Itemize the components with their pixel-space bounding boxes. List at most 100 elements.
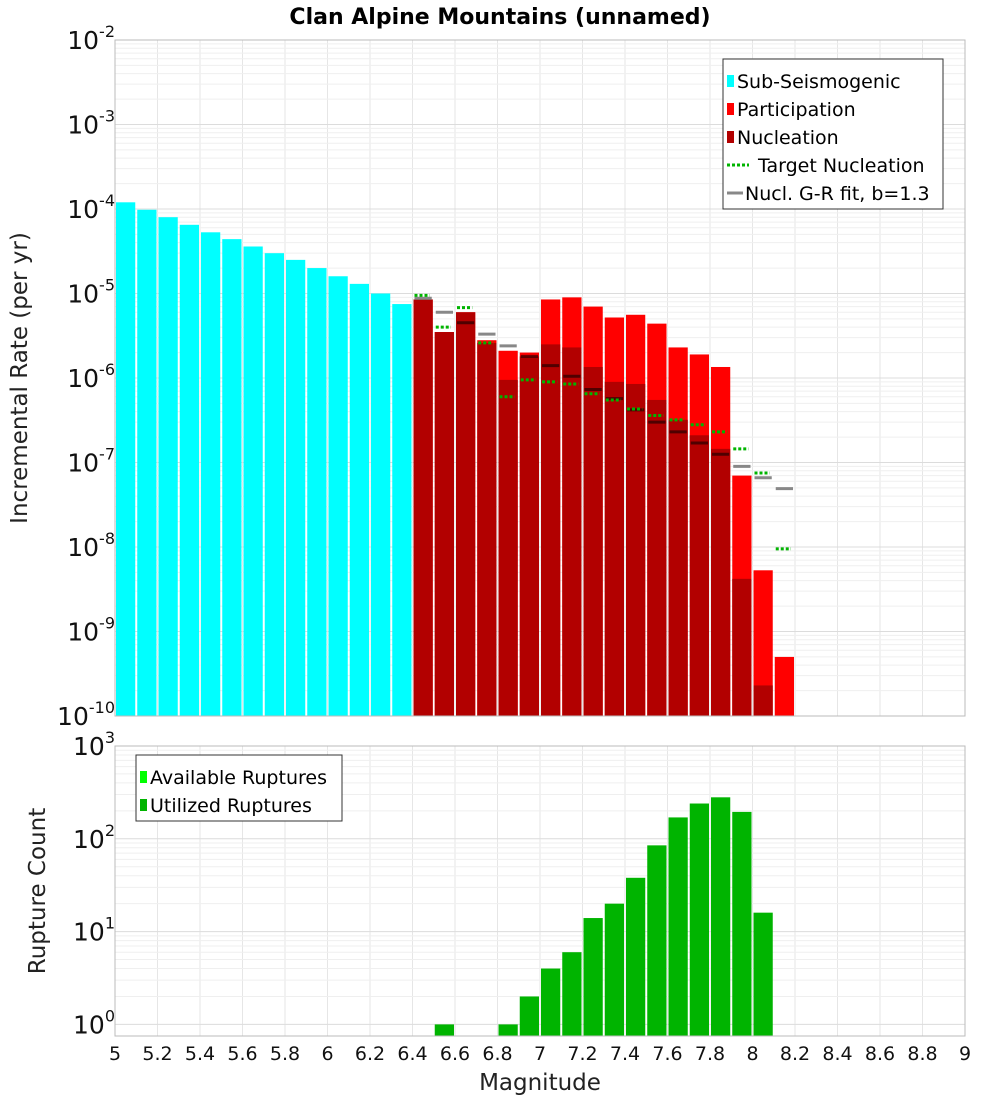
count-plot-bars [434, 797, 773, 1036]
y-tick-label: 10-10 [57, 698, 115, 731]
legend-swatch [140, 771, 147, 783]
rate-legend-box [722, 58, 944, 210]
legend-swatch [727, 131, 734, 143]
nucleation-bar [753, 685, 773, 716]
utilized-ruptures-bar [753, 912, 773, 1036]
sub-seismogenic-bar [201, 232, 221, 716]
nucleation-bar [732, 578, 752, 716]
utilized-ruptures-bar [541, 968, 561, 1036]
utilized-ruptures-bar [519, 996, 539, 1036]
x-tick-label: 6.8 [482, 1043, 512, 1065]
rate-plot-lines [414, 293, 793, 551]
sub-seismogenic-bar [286, 259, 306, 716]
sub-seismogenic-bar [222, 239, 242, 717]
y-tick-label: 10-8 [67, 529, 115, 562]
count-y-axis-title: Rupture Count [25, 808, 51, 974]
y-tick-label: 101 [73, 914, 115, 947]
y-tick-label: 100 [73, 1006, 115, 1039]
utilized-ruptures-bar [732, 811, 752, 1036]
utilized-ruptures-bar [604, 903, 624, 1036]
x-tick-label: 5 [109, 1043, 121, 1065]
nucleation-bar [434, 332, 454, 716]
sub-seismogenic-bar [328, 276, 348, 716]
count-plot: 100 101 102 103 Rupture Count 5 5.2 5.4 5.6 5.8… [25, 728, 971, 1096]
y-tick-label: 102 [73, 821, 115, 854]
sub-seismogenic-bar [137, 209, 157, 716]
count-y-axis-ticks: 100 101 102 103 [73, 728, 115, 1039]
y-tick-label: 10-7 [67, 445, 115, 478]
nucleation-bar [413, 299, 433, 716]
sub-seismogenic-bar [264, 253, 284, 716]
utilized-ruptures-bar [626, 877, 646, 1036]
utilized-ruptures-bar [647, 845, 667, 1036]
utilized-ruptures-bar [434, 1024, 454, 1036]
nucleation-bar [456, 312, 476, 716]
chart-title: Clan Alpine Mountains (unnamed) [289, 5, 710, 30]
participation-bar [774, 656, 794, 716]
nucleation-bar [541, 344, 561, 716]
rate-y-axis-ticks: 10-10 10-9 10-8 10-7 10-6 10-5 10-4 10-3 10-2 [57, 22, 115, 731]
nucleation-bar [498, 379, 518, 716]
legend-label: Nucleation [737, 127, 839, 149]
legend-label: Nucl. G-R fit, b=1.3 [745, 183, 930, 205]
x-tick-label: 8.8 [907, 1043, 937, 1065]
nucleation-bar [711, 448, 731, 716]
x-tick-label: 6.2 [355, 1043, 385, 1065]
legend-label: Participation [737, 99, 856, 121]
rate-y-axis-title: Incremental Rate (per yr) [7, 232, 33, 524]
count-plot-frame [114, 745, 966, 1037]
x-tick-label: 9 [959, 1043, 971, 1065]
y-tick-label: 10-6 [67, 360, 115, 393]
x-tick-label: 7.2 [567, 1043, 597, 1065]
nucleation-bar [626, 383, 646, 716]
utilized-ruptures-bar [689, 803, 709, 1036]
y-tick-label: 10-3 [67, 107, 115, 140]
legend-label: Sub-Seismogenic [737, 71, 901, 93]
legend-swatch [140, 799, 147, 811]
nucleation-bar [647, 399, 667, 716]
x-axis-ticks: 5 5.2 5.4 5.6 5.8 6 6.2 6.4 6.6 6.8 7 7.2 7.4 7.6 7.8 8… [109, 1043, 971, 1065]
participation-bar [753, 570, 773, 716]
x-tick-label: 6.4 [397, 1043, 427, 1065]
legend-label: Available Ruptures [150, 767, 327, 789]
x-tick-label: 6 [321, 1043, 333, 1065]
utilized-ruptures-bar [562, 952, 582, 1036]
y-tick-label: 103 [73, 728, 115, 761]
sub-seismogenic-bar [371, 293, 391, 716]
x-tick-label: 8.6 [865, 1043, 895, 1065]
sub-seismogenic-bar [307, 268, 327, 716]
x-tick-label: 7 [534, 1043, 546, 1065]
nucleation-bar [519, 356, 539, 716]
legend-swatch [727, 103, 734, 115]
nucleation-bar [604, 381, 624, 716]
x-tick-label: 6.6 [440, 1043, 470, 1065]
rate-legend: Sub-Seismogenic Participation Nucleation Ta… [722, 58, 944, 210]
x-tick-label: 5.4 [185, 1043, 215, 1065]
count-legend: Available Ruptures Utilized Ruptures [135, 754, 343, 822]
count-legend-box [135, 754, 343, 822]
sub-seismogenic-bar [349, 283, 369, 716]
nucleation-bar [477, 342, 497, 716]
y-tick-label: 10-9 [67, 614, 115, 647]
x-tick-label: 8 [746, 1043, 758, 1065]
sub-seismogenic-bar [116, 202, 136, 716]
x-tick-label: 7.6 [652, 1043, 682, 1065]
rate-plot-frame [114, 39, 966, 717]
utilized-ruptures-bar [583, 918, 603, 1036]
x-tick-label: 5.8 [270, 1043, 300, 1065]
rate-plot: 10-10 10-9 10-8 10-7 10-6 10-5 10-4 10-3 10-2 In… [7, 22, 966, 731]
legend-label: Utilized Ruptures [150, 795, 312, 817]
y-tick-label: 10-5 [67, 276, 115, 309]
y-tick-label: 10-2 [67, 22, 115, 55]
x-tick-label: 8.4 [822, 1043, 852, 1065]
nucleation-bar [562, 347, 582, 716]
x-tick-label: 7.4 [610, 1043, 640, 1065]
sub-seismogenic-bar [179, 224, 199, 716]
x-tick-label: 8.2 [780, 1043, 810, 1065]
nucleation-bar [689, 435, 709, 716]
sub-seismogenic-bar [243, 246, 263, 716]
legend-label: Target Nucleation [757, 155, 925, 177]
x-tick-label: 7.8 [695, 1043, 725, 1065]
x-axis-title: Magnitude [479, 1070, 601, 1096]
